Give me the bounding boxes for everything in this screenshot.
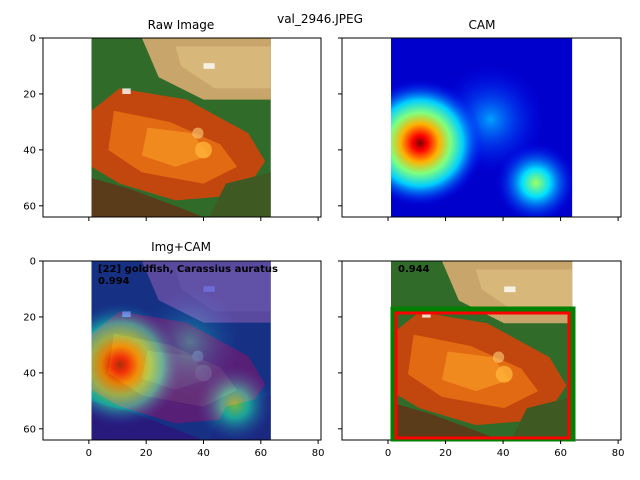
bbox-image — [391, 261, 573, 440]
box-score: 0.944 — [398, 264, 430, 275]
x-tick-label: 40 — [497, 448, 510, 459]
x-tick-label: 20 — [140, 448, 153, 459]
prediction-score: 0.994 — [98, 276, 130, 287]
panel-title: Img+CAM — [151, 240, 211, 254]
y-tick-label: 0 — [30, 34, 36, 45]
x-tick-label: 20 — [439, 448, 452, 459]
axes-frame — [341, 37, 622, 218]
x-tick-label: 60 — [554, 448, 567, 459]
raw-image — [91, 38, 271, 217]
panel-raw-image: Raw Image — [42, 18, 322, 218]
x-tick-label: 60 — [254, 448, 267, 459]
y-tick-label: 40 — [23, 368, 36, 379]
tick-layer: 0 20 40 60 0 20 40 60 80 0 20 40 60 0 20 40 60 80 — [23, 34, 624, 460]
panel-bbox: 0.944 — [341, 260, 622, 442]
y-tick-label: 60 — [23, 201, 36, 212]
overlay-image — [91, 261, 271, 440]
panel-img-cam: Img+CAM [22] goldfish, Carassius auratus… — [42, 240, 322, 441]
y-tick-label: 60 — [23, 424, 36, 435]
x-tick-label: 0 — [86, 448, 92, 459]
y-tick-label: 20 — [23, 89, 36, 100]
y-tick-label: 20 — [23, 312, 36, 323]
panel-title: CAM — [469, 18, 496, 32]
y-tick-label: 40 — [23, 145, 36, 156]
figure-title: val_2946.JPEG — [277, 12, 363, 26]
y-tick-label: 0 — [30, 257, 36, 268]
x-tick-label: 80 — [312, 448, 325, 459]
cam-heatmap — [391, 38, 573, 217]
x-tick-label: 80 — [612, 448, 625, 459]
x-tick-label: 0 — [385, 448, 391, 459]
panel-cam: CAM — [341, 18, 622, 218]
axes-frame — [42, 260, 322, 441]
axes-frame — [42, 37, 322, 218]
prediction-label: [22] goldfish, Carassius auratus — [98, 264, 278, 275]
red-box — [394, 311, 571, 440]
x-tick-label: 40 — [197, 448, 210, 459]
panel-title: Raw Image — [148, 18, 215, 32]
